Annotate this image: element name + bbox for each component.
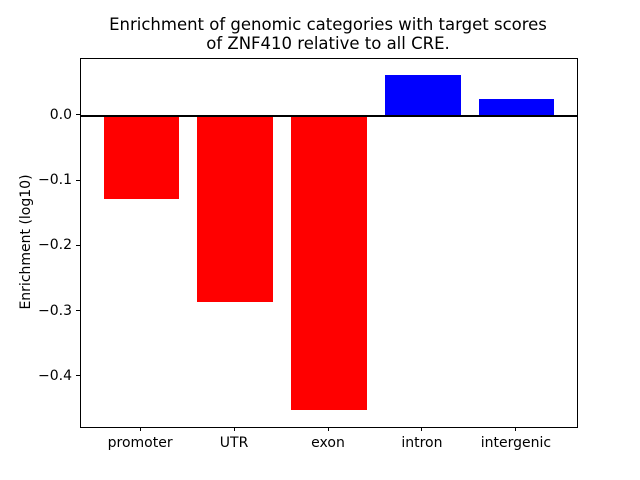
y-tick-label: 0.0 [49,106,72,123]
y-tick-mark [76,114,80,116]
zero-line [81,114,577,117]
x-tick-label-exon: exon [311,435,345,451]
y-tick-label: −0.4 [38,367,72,384]
x-tick-label-promoter: promoter [107,435,173,451]
chart-title-line-2: of ZNF410 relative to all CRE. [206,34,450,53]
x-tick-mark [421,427,423,431]
y-tick-label: −0.1 [38,172,72,188]
y-tick-mark [76,244,80,246]
y-tick-label: −0.2 [38,237,72,254]
plot-area [80,58,578,428]
bar-intergenic [479,99,555,116]
y-tick-mark [76,179,80,181]
y-tick-label: −0.3 [38,302,72,319]
bar-exon [291,115,367,411]
x-tick-label-intergenic: intergenic [480,435,552,451]
x-tick-label-UTR: UTR [219,435,249,451]
chart-title-line-1: Enrichment of genomic categories with ta… [109,15,547,34]
x-tick-mark [327,427,329,431]
chart-title: Enrichment of genomic categories with ta… [80,15,576,53]
bar-UTR [197,115,273,302]
bar-promoter [103,115,179,200]
y-tick-mark [76,375,80,377]
bar-intron [385,75,461,116]
x-tick-label-intron: intron [401,435,443,451]
x-tick-mark [515,427,517,431]
x-tick-mark [233,427,235,431]
x-tick-mark [139,427,141,431]
y-tick-mark [76,310,80,311]
